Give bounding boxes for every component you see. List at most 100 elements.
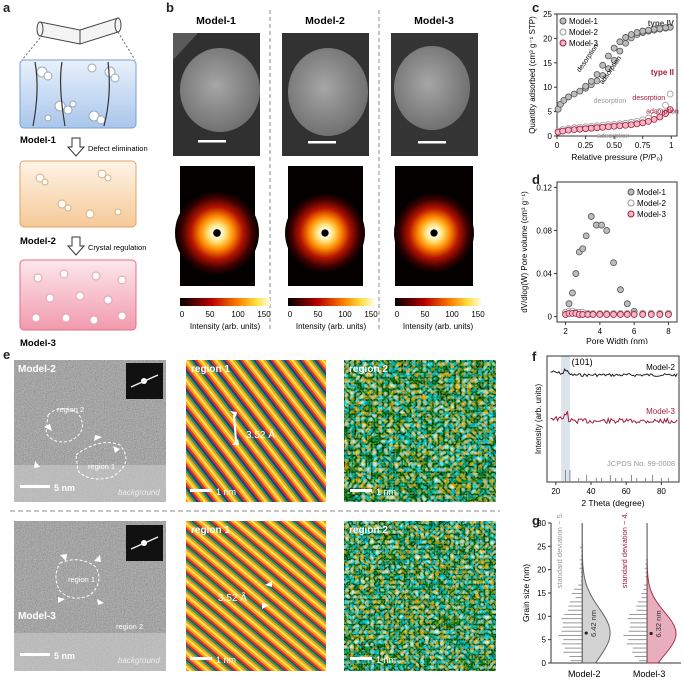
svg-text:1 nm: 1 nm xyxy=(376,487,396,497)
data-point-model3 xyxy=(656,113,664,121)
y-axis-label: Grain size (nm) xyxy=(521,564,531,622)
data-point-model1 xyxy=(599,61,607,69)
x-tick-label: 6 xyxy=(632,327,637,336)
desorption-label-red: desorption xyxy=(632,95,665,102)
step2-label: Crystal regulation xyxy=(88,243,146,252)
legend-marker xyxy=(627,210,635,218)
svg-text:150: 150 xyxy=(471,310,485,319)
xrd-line-model2 xyxy=(550,368,678,378)
data-point-model-1 xyxy=(579,245,587,253)
legend-marker xyxy=(559,28,567,36)
y-tick-label: 20 xyxy=(543,34,552,43)
y-tick-label: 0 xyxy=(548,132,553,141)
svg-text:50: 50 xyxy=(206,310,215,319)
x-axis-label: 2 Theta (degree) xyxy=(581,498,644,508)
data-point-model1 xyxy=(582,82,589,90)
legend-marker xyxy=(559,39,567,47)
data-point-model3 xyxy=(582,125,589,133)
data-point-model-1 xyxy=(565,300,573,308)
data-point-model1 xyxy=(639,27,647,35)
y-tick-label: 10 xyxy=(543,83,552,92)
model1-label: Model-1 xyxy=(20,135,57,146)
fft-region2-model3 xyxy=(344,521,496,671)
data-point-model3 xyxy=(587,124,595,132)
svg-text:5 nm: 5 nm xyxy=(54,651,75,661)
y-tick-label: 20 xyxy=(537,566,546,575)
data-point-model-1 xyxy=(617,286,624,294)
svg-text:region 1: region 1 xyxy=(191,364,230,375)
panel-label-e: e xyxy=(3,347,11,362)
x-tick-label: 2 xyxy=(563,327,568,336)
svg-text:0: 0 xyxy=(288,310,293,319)
fft-region2-model2 xyxy=(344,360,496,502)
mean-marker xyxy=(584,631,588,635)
data-point-model1 xyxy=(645,26,652,34)
data-point-model-3 xyxy=(665,311,672,318)
svg-text:3.52 Å: 3.52 Å xyxy=(246,428,275,441)
data-point-model1 xyxy=(605,65,612,73)
data-point-model1 xyxy=(587,77,595,85)
saxs-model3 xyxy=(394,193,474,273)
data-point-model-1 xyxy=(569,289,576,297)
data-point-model3 xyxy=(570,126,578,134)
data-point-model-3 xyxy=(647,311,655,318)
saxs-model2 xyxy=(285,193,365,273)
fiber-sketch xyxy=(36,17,122,45)
panel-label-c: c xyxy=(532,0,540,15)
mean-marker xyxy=(649,631,653,636)
svg-text:150: 150 xyxy=(257,310,271,319)
data-point-model3 xyxy=(639,119,647,127)
svg-text:150: 150 xyxy=(364,310,378,319)
legend-label: Model-1 xyxy=(569,17,598,26)
e-row2-label: Model-3 xyxy=(18,611,56,622)
plot-frame xyxy=(556,13,678,137)
type-iv-label: type IV xyxy=(648,19,675,28)
category-label: Model-3 xyxy=(633,669,666,679)
x-tick-label: 0 xyxy=(555,141,560,150)
data-point-model1 xyxy=(565,93,572,101)
svg-text:background: background xyxy=(118,656,160,665)
plot-frame xyxy=(556,181,678,323)
peak-highlight xyxy=(561,356,570,482)
data-point-model-3 xyxy=(603,311,611,318)
svg-text:region 1: region 1 xyxy=(191,525,230,536)
legend-label: Model-2 xyxy=(637,199,666,208)
col-title-model2: Model-2 xyxy=(305,15,345,27)
data-point-model1 xyxy=(610,44,618,52)
data-point-model1 xyxy=(570,90,578,98)
data-point-model3 xyxy=(559,127,567,135)
y-tick-label: 25 xyxy=(543,10,552,19)
model2-label: Model-2 xyxy=(20,236,56,247)
panel-label-b: b xyxy=(166,0,174,15)
data-point-model-3 xyxy=(639,311,647,318)
series-label-model2: Model-2 xyxy=(646,363,675,372)
svg-text:5 nm: 5 nm xyxy=(54,483,75,493)
reference-label: JCPDS No. 99-0008 xyxy=(607,459,675,468)
adsorption-label-gray: adsorption xyxy=(597,133,630,140)
y-tick-label: 0.08 xyxy=(536,226,552,235)
x-tick-label: 60 xyxy=(622,487,631,496)
colorbar-label-1: Intensity (arb. units) xyxy=(190,322,261,331)
panel-label-a: a xyxy=(3,0,11,15)
y-tick-label: 5 xyxy=(548,108,553,117)
panel-b-images: Model-1 Model-2 Model-3 0 50 100 150 0 50 100… xyxy=(173,10,485,331)
legend-label: Model-1 xyxy=(637,188,666,197)
svg-text:1 nm: 1 nm xyxy=(216,487,236,497)
data-point-model3 xyxy=(645,117,652,125)
series-label-model3: Model-3 xyxy=(646,407,675,416)
svg-text:region 1: region 1 xyxy=(88,462,115,471)
data-point-model1 xyxy=(616,38,624,46)
y-tick-label: 30 xyxy=(537,519,546,528)
data-point-model3 xyxy=(616,122,624,130)
colorbar-label-2: Intensity (arb. units) xyxy=(296,322,367,331)
svg-text:region 1: region 1 xyxy=(68,575,95,584)
data-point-model-1 xyxy=(582,232,590,240)
data-point-model3 xyxy=(610,122,618,130)
data-point-model3 xyxy=(666,106,674,114)
y-tick-label: 0 xyxy=(548,313,553,322)
fft-region1-model3 xyxy=(186,521,326,671)
data-point-model3 xyxy=(650,116,658,123)
x-tick-label: 40 xyxy=(587,487,596,496)
x-tick-label: 80 xyxy=(657,487,666,496)
